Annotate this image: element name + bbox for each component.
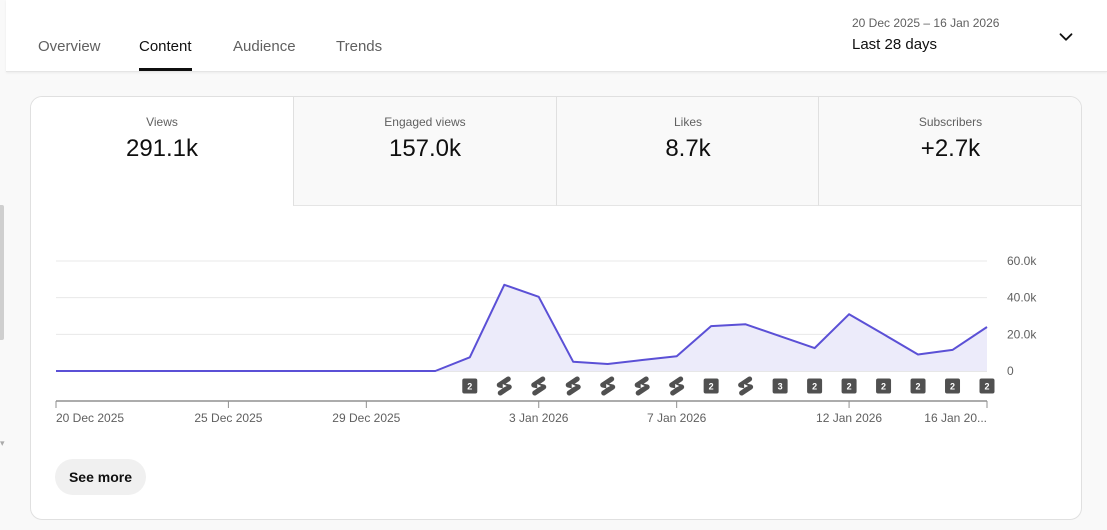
period-label[interactable]: Last 28 days: [852, 36, 938, 53]
shorts-play-icon: [502, 384, 507, 388]
upload-count-marker: [841, 378, 857, 394]
upload-count-marker: [462, 378, 478, 394]
active-tab-indicator: [139, 68, 192, 71]
upload-count-marker: [703, 378, 719, 394]
series-line-views: [56, 283, 988, 372]
collapsed-panel-marker: ▾: [0, 438, 5, 448]
collapsed-panel-edge[interactable]: [0, 205, 4, 340]
metric-tab-views[interactable]: Views 291.1k: [31, 97, 293, 205]
metric-label: Views: [146, 115, 178, 129]
x-tick-label: 20 Dec 2025: [56, 411, 124, 425]
metric-tab-subscribers[interactable]: Subscribers +2.7k: [818, 97, 1081, 206]
metric-tab-engaged-views[interactable]: Engaged views 157.0k: [293, 97, 556, 206]
x-tick-label: 3 Jan 2026: [509, 411, 569, 425]
metric-value: +2.7k: [920, 135, 981, 162]
upload-count-label: 2: [467, 382, 472, 392]
metric-value: 157.0k: [388, 135, 462, 162]
shorts-play-icon: [571, 384, 576, 388]
y-tick-label: 20.0k: [1007, 327, 1037, 341]
upload-count-marker: [772, 378, 788, 394]
upload-count-label: 2: [916, 382, 921, 392]
series-area: [56, 284, 987, 371]
metric-value: 8.7k: [665, 135, 711, 162]
upload-count-label: 2: [812, 382, 817, 392]
upload-count-label: 2: [881, 382, 886, 392]
date-range-text[interactable]: 20 Dec 2025 – 16 Jan 2026: [852, 16, 1000, 30]
tab-content[interactable]: Content: [139, 38, 192, 55]
metric-label: Engaged views: [384, 115, 466, 129]
tab-trends[interactable]: Trends: [336, 38, 383, 55]
metric-label: Likes: [673, 115, 702, 129]
shorts-play-icon: [640, 384, 645, 388]
upload-count-marker: [876, 378, 892, 394]
y-tick-label: 60.0k: [1007, 254, 1037, 268]
metric-tab-likes[interactable]: Likes 8.7k: [556, 97, 819, 206]
shorts-play-icon: [606, 384, 611, 388]
metric-label: Subscribers: [918, 115, 983, 129]
upload-count-marker: [807, 378, 823, 394]
x-tick-label: 12 Jan 2026: [816, 411, 882, 425]
tab-overview[interactable]: Overview: [38, 38, 101, 55]
y-tick-label: 40.0k: [1007, 291, 1037, 305]
y-tick-label: 0: [1007, 364, 1014, 378]
views-chart: 0 20.0k 40.0k 60.0k 2 2 3 2 2 2 2 2 2 20 Dec 2025 25 D…: [55, 254, 1037, 425]
chevron-down-icon[interactable]: [1055, 26, 1077, 48]
analytics-header: Overview Content Audience Trends 20 Dec …: [6, 0, 1107, 72]
x-tick-label: 29 Dec 2025: [332, 411, 400, 425]
x-tick-label: 25 Dec 2025: [194, 411, 262, 425]
shorts-play-icon: [744, 384, 749, 388]
x-tick-label: 7 Jan 2026: [647, 411, 707, 425]
upload-count-label: 3: [778, 382, 783, 392]
metric-value: 291.1k: [125, 135, 199, 162]
upload-count-label: 2: [984, 382, 989, 392]
shorts-play-icon: [675, 384, 680, 388]
tab-audience[interactable]: Audience: [233, 38, 296, 55]
shorts-play-icon: [537, 384, 542, 388]
upload-count-marker: [945, 378, 961, 394]
x-tick-label: 16 Jan 20...: [924, 411, 987, 425]
upload-count-label: 2: [709, 382, 714, 392]
metric-tabs: Views 291.1k Engaged views 157.0k Likes …: [31, 97, 1081, 206]
upload-count-label: 2: [847, 382, 852, 392]
upload-count-marker: [910, 378, 926, 394]
upload-count-marker: [979, 378, 995, 394]
metrics-chart-card: Views 291.1k Engaged views 157.0k Likes …: [30, 96, 1082, 520]
upload-count-label: 2: [950, 382, 955, 392]
see-more-button[interactable]: See more: [55, 459, 146, 495]
